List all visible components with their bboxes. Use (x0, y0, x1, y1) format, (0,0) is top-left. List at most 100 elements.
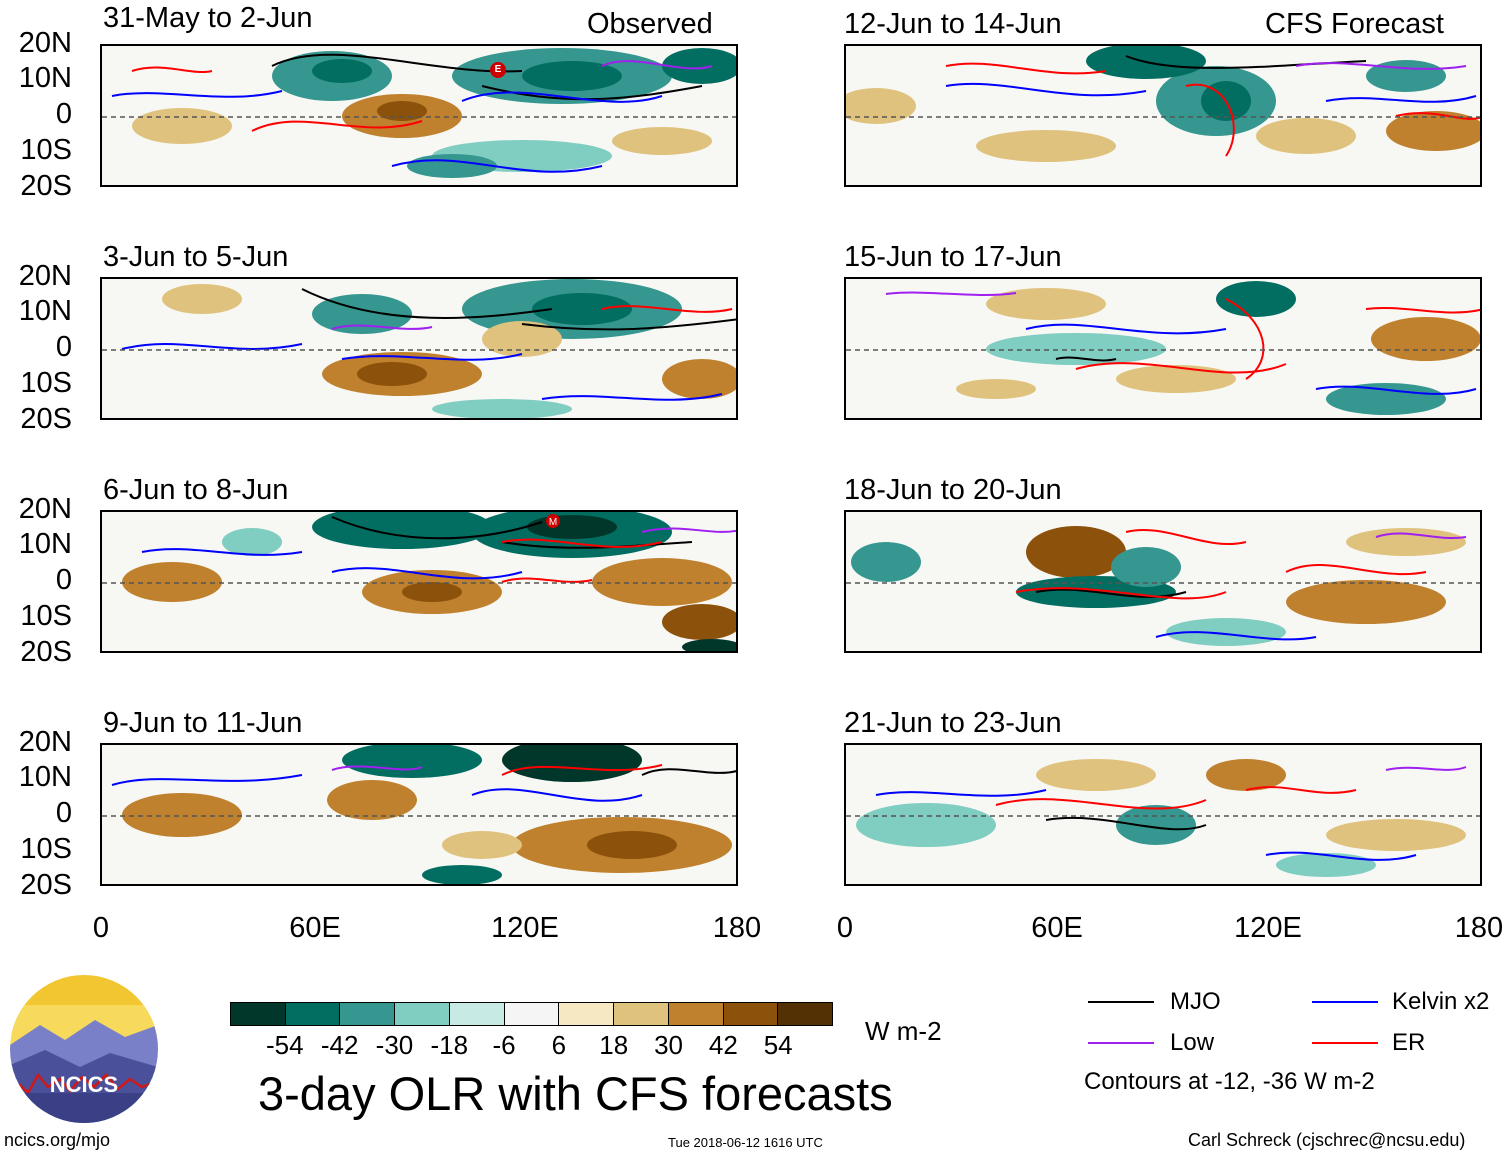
observed-panel-1-title: 31-May to 2-Jun (103, 2, 313, 34)
colorbar-tick: 18 (599, 1030, 629, 1060)
observed-panel-2-title: 3-Jun to 5-Jun (103, 241, 289, 273)
colorbar-segment (559, 1003, 615, 1025)
observed-label: Observed (587, 8, 713, 40)
olr-anomaly-fill (856, 759, 1466, 877)
colorbar-segment (504, 1003, 560, 1025)
colorbar-tick: -42 (320, 1030, 359, 1060)
olr-anomaly-fill (132, 48, 736, 178)
colorbar-segment (614, 1003, 669, 1025)
lat-label: 20N (18, 260, 72, 292)
olr-anomaly-fill (956, 281, 1480, 415)
lat-label: 20S (20, 170, 72, 202)
legend-mjo-line (1088, 1001, 1154, 1003)
ncics-logo-text: NCICS (50, 1072, 118, 1097)
lat-label: 10N (18, 528, 72, 560)
observed-map-1 (100, 44, 738, 187)
footer-credit: Carl Schreck (cjschrec@ncsu.edu) (1188, 1130, 1466, 1150)
colorbar-tick: -54 (266, 1030, 304, 1060)
olr-anomaly-fill (846, 46, 1480, 162)
observed-map-2 (100, 277, 738, 420)
colorbar-tick: -18 (430, 1030, 469, 1060)
lat-label: 0 (55, 564, 72, 596)
lat-label: 0 (55, 331, 72, 363)
wave-contours (945, 55, 1480, 157)
observed-map-3: M (100, 510, 738, 653)
observed-panel-4-title: 9-Jun to 11-Jun (103, 707, 303, 739)
wave-contours (875, 766, 1467, 861)
legend-low-label: Low (1170, 1029, 1215, 1056)
colorbar-segment (778, 1003, 833, 1025)
wave-contours (885, 291, 1480, 395)
mjo-marker-label: M (549, 517, 557, 528)
lat-label: 10S (20, 367, 72, 399)
ncics-logo: NCICS (10, 975, 158, 1123)
colorbar-tick: 30 (654, 1030, 683, 1060)
colorbar-tick: 42 (708, 1030, 738, 1060)
colorbar-segment (340, 1003, 396, 1025)
lat-label: 0 (55, 98, 72, 130)
lat-label: 20N (18, 27, 72, 59)
colorbar-segment (723, 1003, 779, 1025)
forecast-panel-4-title: 21-Jun to 23-Jun (844, 707, 1062, 739)
forecast-panel-3-title: 18-Jun to 20-Jun (844, 474, 1062, 506)
fcst-lon-label: 120E (1234, 912, 1302, 944)
cfs-forecast-label: CFS Forecast (1265, 8, 1444, 40)
colorbar-segment (668, 1003, 724, 1025)
forecast-map-4 (844, 743, 1482, 886)
e-marker-icon: E (490, 62, 506, 78)
obs-lon-label: 120E (491, 912, 559, 944)
legend-er-label: ER (1392, 1029, 1426, 1056)
obs-lon-label: 180 (712, 912, 762, 944)
wave-contours (141, 516, 736, 583)
forecast-panel-1-title: 12-Jun to 14-Jun (844, 8, 1062, 40)
footer-url[interactable]: ncics.org/mjo (4, 1130, 111, 1150)
colorbar-segment (285, 1003, 341, 1025)
lat-label: 20N (18, 726, 72, 758)
wave-contours (111, 53, 713, 173)
wave-contours (121, 288, 736, 401)
colorbar-units: W m-2 (865, 1016, 942, 1046)
obs-lon-label: 60E (289, 912, 341, 944)
olr-anomaly-fill (122, 745, 732, 884)
forecast-map-2 (844, 277, 1482, 420)
olr-anomaly-fill (851, 526, 1466, 646)
wave-contours (1015, 528, 1467, 641)
olr-anomaly-fill (162, 279, 736, 418)
wave-contours (111, 764, 736, 802)
forecast-map-1 (844, 44, 1482, 187)
colorbar-tick: -30 (375, 1030, 414, 1060)
legend-er-line (1312, 1042, 1378, 1044)
footer-timestamp: Tue 2018-06-12 1616 UTC (668, 1135, 823, 1150)
fcst-lon-label: 60E (1031, 912, 1083, 944)
legend-note: Contours at -12, -36 W m-2 (1084, 1068, 1375, 1095)
colorbar-segment (449, 1003, 505, 1025)
fcst-lon-label: 0 (836, 912, 854, 944)
colorbar-tick: 54 (763, 1030, 793, 1060)
forecast-map-3 (844, 510, 1482, 653)
lat-label: 20S (20, 636, 72, 668)
lat-label: 10N (18, 761, 72, 793)
obs-lon-label: 0 (92, 912, 110, 944)
lat-label: 20S (20, 403, 72, 435)
lat-label: 20S (20, 869, 72, 901)
observed-panel-3-title: 6-Jun to 8-Jun (103, 474, 289, 506)
lat-label: 10N (18, 62, 72, 94)
main-title: 3-day OLR with CFS forecasts (258, 1067, 893, 1120)
legend-kelvin-label: Kelvin x2 (1392, 988, 1490, 1015)
lat-label: 0 (55, 797, 72, 829)
colorbar-segment (231, 1003, 286, 1025)
olr-colorbar (230, 1002, 833, 1026)
lat-label: 10S (20, 600, 72, 632)
colorbar-tick: 6 (551, 1030, 567, 1060)
lat-label: 10S (20, 833, 72, 865)
lat-label: 10S (20, 134, 72, 166)
mjo-marker-icon (546, 514, 560, 528)
legend-mjo-label: MJO (1170, 988, 1221, 1015)
lat-label: 10N (18, 295, 72, 327)
colorbar-tick: -6 (492, 1030, 516, 1060)
fcst-lon-label: 180 (1454, 912, 1504, 944)
forecast-panel-2-title: 15-Jun to 17-Jun (844, 241, 1062, 273)
observed-map-4 (100, 743, 738, 886)
legend-kelvin-line (1312, 1001, 1378, 1003)
lat-label: 20N (18, 493, 72, 525)
